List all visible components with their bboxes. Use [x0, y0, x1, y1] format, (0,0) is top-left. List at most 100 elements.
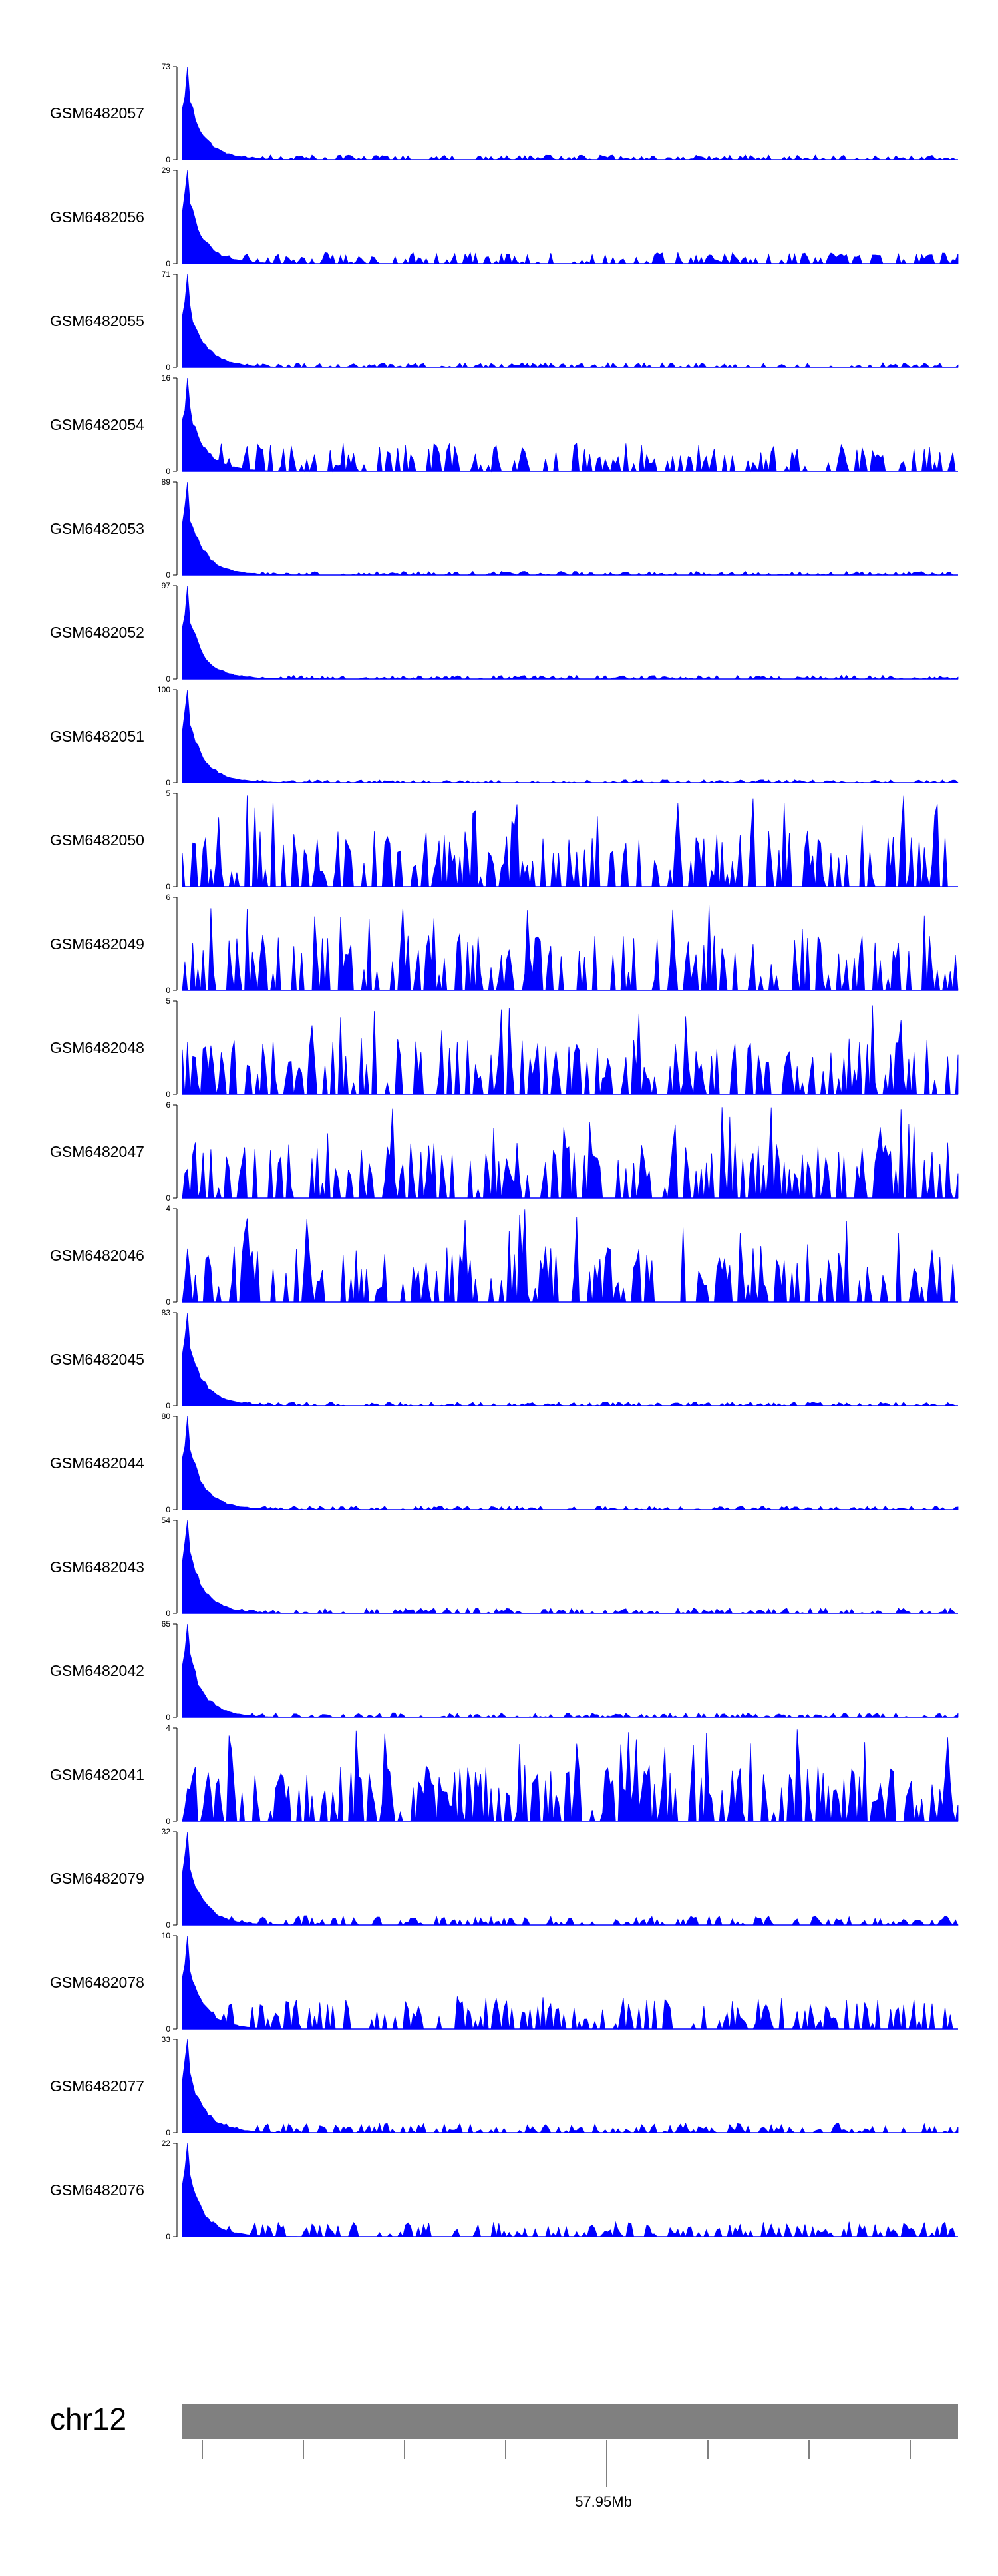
track-label: GSM6482053: [50, 520, 144, 537]
y-tick-label-max: 73: [162, 62, 171, 71]
y-tick-label-zero: 0: [166, 1090, 170, 1099]
coverage-area: [182, 1416, 959, 1510]
y-tick-label-max: 33: [162, 2035, 171, 2044]
track-gsm6482054: GSM6482054 16 0: [50, 373, 958, 476]
y-tick-label-zero: 0: [166, 1505, 170, 1514]
y-tick-label-zero: 0: [166, 674, 170, 684]
y-tick-label-max: 6: [166, 893, 170, 902]
y-tick-label-zero: 0: [166, 155, 170, 164]
y-tick-label-max: 10: [162, 1931, 171, 1940]
y-tick-label-zero: 0: [166, 882, 170, 891]
track-gsm6482076: GSM6482076 22 0: [50, 2139, 958, 2241]
y-tick-label-max: 65: [162, 1619, 171, 1629]
track-label: GSM6482042: [50, 1662, 144, 1679]
y-tick-label-zero: 0: [166, 570, 170, 580]
y-tick-label-max: 89: [162, 477, 171, 487]
y-tick-label-max: 22: [162, 2139, 171, 2148]
track-label: GSM6482076: [50, 2181, 144, 2199]
track-gsm6482042: GSM6482042 65 0: [50, 1619, 959, 1722]
track-gsm6482055: GSM6482055 71 0: [50, 270, 959, 372]
coverage-area: [182, 795, 958, 887]
track-gsm6482045: GSM6482045 83 0: [50, 1308, 958, 1410]
track-gsm6482051: GSM6482051 100 0: [50, 685, 959, 787]
track-label: GSM6482057: [50, 105, 144, 122]
y-tick-label-zero: 0: [166, 1817, 170, 1826]
track-label: GSM6482078: [50, 1974, 144, 1991]
track-gsm6482053: GSM6482053 89 0: [50, 477, 958, 580]
y-tick-label-zero: 0: [166, 2128, 170, 2137]
y-tick-label-zero: 0: [166, 259, 170, 268]
track-label: GSM6482043: [50, 1558, 144, 1576]
chromosome-ideogram: chr12 57.95Mb: [50, 2402, 958, 2510]
track-gsm6482052: GSM6482052 97 0: [50, 581, 959, 684]
y-tick-label-max: 71: [162, 270, 171, 279]
coverage-area: [182, 1209, 958, 1303]
track-gsm6482057: GSM6482057 73 0: [50, 62, 958, 164]
y-tick-label-zero: 0: [166, 1297, 170, 1307]
track-label: GSM6482048: [50, 1039, 144, 1056]
track-gsm6482078: GSM6482078 10 0: [50, 1931, 958, 2034]
coverage-area: [182, 2039, 959, 2134]
track-gsm6482056: GSM6482056 29 0: [50, 166, 959, 268]
coverage-area: [182, 1623, 959, 1718]
track-gsm6482079: GSM6482079 32 0: [50, 1827, 959, 1930]
y-tick-label-max: 54: [162, 1516, 171, 1525]
track-gsm6482049: GSM6482049 6 0: [50, 893, 959, 995]
track-label: GSM6482041: [50, 1766, 144, 1783]
y-tick-label-max: 100: [157, 685, 170, 694]
y-tick-label-zero: 0: [166, 1609, 170, 1618]
y-tick-label-max: 5: [166, 789, 170, 798]
y-tick-label-zero: 0: [166, 986, 170, 995]
track-label: GSM6482077: [50, 2077, 144, 2095]
y-tick-label-zero: 0: [166, 778, 170, 787]
coverage-area: [182, 1729, 959, 1822]
y-tick-label-zero: 0: [166, 467, 170, 476]
track-label: GSM6482047: [50, 1143, 144, 1160]
y-tick-label-max: 32: [162, 1827, 171, 1836]
track-gsm6482050: GSM6482050 5 0: [50, 789, 958, 891]
y-tick-label-zero: 0: [166, 1401, 170, 1410]
track-label: GSM6482050: [50, 831, 144, 849]
y-tick-label-max: 4: [166, 1723, 170, 1733]
y-tick-label-max: 16: [162, 373, 171, 383]
coverage-area: [182, 905, 959, 991]
track-gsm6482048: GSM6482048 5 0: [50, 996, 959, 1099]
track-label: GSM6482054: [50, 416, 144, 433]
coverage-area: [182, 1831, 959, 1926]
chromosome-label: chr12: [50, 2402, 126, 2436]
y-tick-label-zero: 0: [166, 1713, 170, 1722]
track-label: GSM6482046: [50, 1247, 144, 1264]
coverage-area: [182, 689, 959, 783]
y-tick-label-zero: 0: [166, 1193, 170, 1203]
track-gsm6482044: GSM6482044 80 0: [50, 1412, 959, 1514]
track-gsm6482043: GSM6482043 54 0: [50, 1516, 958, 1618]
track-label: GSM6482052: [50, 624, 144, 641]
coverage-area: [182, 1005, 959, 1095]
coverage-area: [182, 66, 958, 160]
y-tick-label-max: 5: [166, 996, 170, 1006]
y-tick-label-max: 80: [162, 1412, 171, 1421]
coverage-tracks: GSM6482057730GSM6482056290GSM6482055710G…: [50, 62, 959, 2241]
track-label: GSM6482079: [50, 1870, 144, 1887]
coverage-area: [182, 377, 958, 473]
coverage-area: [182, 2143, 958, 2238]
chromosome-bar: [182, 2404, 958, 2439]
coverage-area: [182, 1520, 958, 1614]
coverage-area: [182, 1312, 958, 1406]
y-tick-label-max: 4: [166, 1204, 170, 1213]
track-label: GSM6482056: [50, 208, 144, 226]
genome-axis-tick-label: 57.95Mb: [575, 2493, 632, 2510]
track-label: GSM6482049: [50, 935, 144, 953]
track-gsm6482047: GSM6482047 6 0: [50, 1100, 959, 1203]
y-tick-label-zero: 0: [166, 2232, 170, 2241]
y-tick-label-max: 83: [162, 1308, 171, 1317]
track-label: GSM6482044: [50, 1454, 144, 1472]
y-tick-label-max: 97: [162, 581, 171, 590]
coverage-area: [182, 1107, 959, 1199]
y-tick-label-max: 6: [166, 1100, 170, 1110]
track-label: GSM6482055: [50, 312, 144, 329]
y-tick-label-zero: 0: [166, 2024, 170, 2034]
coverage-area: [182, 1935, 958, 2030]
track-gsm6482041: GSM6482041 4 0: [50, 1723, 959, 1826]
